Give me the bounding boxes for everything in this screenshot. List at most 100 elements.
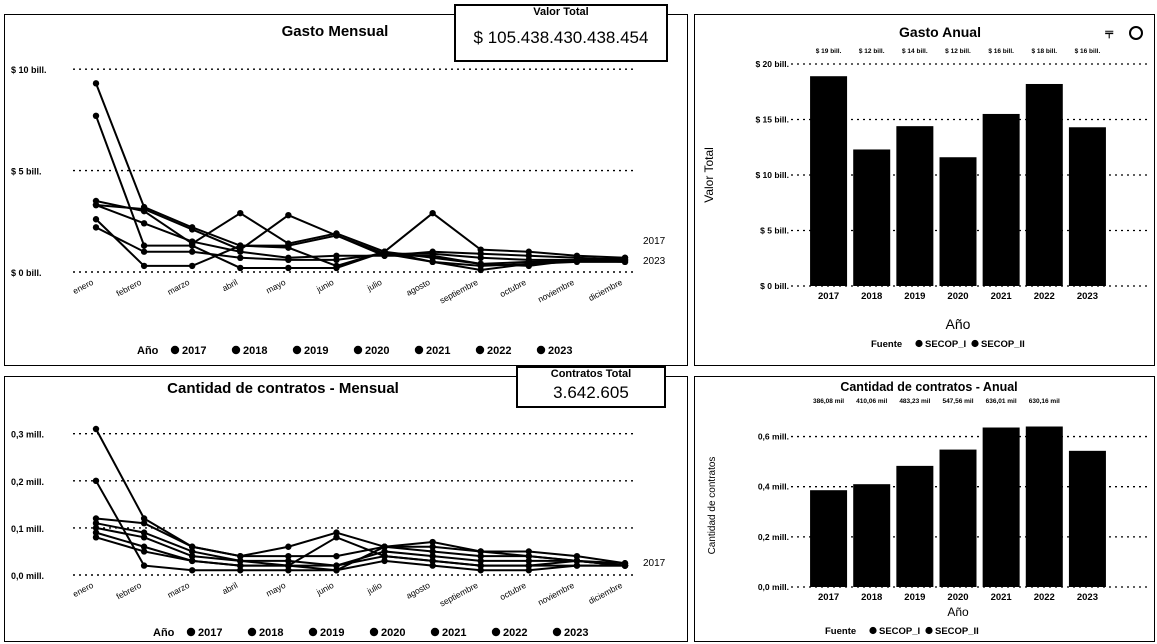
x-tick-agosto: agosto bbox=[404, 580, 431, 601]
legend-label-secop-i: SECOP_I bbox=[879, 626, 920, 637]
data-point-2021-enero bbox=[92, 524, 100, 532]
x-axis-title: Año bbox=[947, 605, 969, 619]
x-tick-2018: 2018 bbox=[861, 291, 882, 302]
y-axis-title: Cantidad de contratos bbox=[707, 457, 718, 555]
data-point-2019-marzo bbox=[188, 226, 196, 233]
y-tick-label: 0,6 mill. bbox=[758, 432, 789, 442]
x-tick-enero: enero bbox=[71, 277, 95, 296]
valor-total-card: Valor Total $ 105.438.430.438.454 bbox=[454, 4, 668, 62]
x-tick-febrero: febrero bbox=[115, 580, 144, 602]
bar-2017 bbox=[810, 490, 848, 587]
gasto-mensual-panel: Gasto Mensual $ 10 bill. $ 5 bill. $ 0 bill… bbox=[4, 14, 688, 366]
data-point-2022-junio bbox=[333, 567, 340, 574]
legend-label-2023: 2023 bbox=[548, 345, 572, 357]
series-line-2022 bbox=[95, 115, 625, 271]
y-tick-label: 0,4 mill. bbox=[758, 482, 789, 492]
legend-label-secop-i: SECOP_I bbox=[925, 339, 966, 350]
data-label-2017: $ 19 bill. bbox=[816, 48, 842, 55]
x-tick-mayo: mayo bbox=[264, 580, 287, 599]
legend-marker-2023 bbox=[536, 345, 546, 355]
data-label-2018: $ 12 bill. bbox=[859, 48, 885, 55]
series-line-2023 bbox=[95, 204, 626, 267]
data-point-2018-septiembre bbox=[477, 548, 484, 555]
x-tick-julio: julio bbox=[365, 277, 384, 294]
legend-label-2018: 2018 bbox=[243, 345, 267, 357]
legend-marker-2020 bbox=[369, 627, 379, 637]
legend-label-2020: 2020 bbox=[381, 627, 405, 639]
x-tick-2019: 2019 bbox=[904, 592, 925, 603]
data-label-2019: 483,23 mil bbox=[899, 398, 930, 405]
legend-title: Año bbox=[153, 627, 175, 639]
contratos-anual-chart: Cantidad de contratos - Anual 0,6 mill. 0,… bbox=[707, 380, 1150, 637]
data-point-2023-octubre bbox=[525, 262, 533, 270]
data-point-2017-febrero bbox=[140, 515, 148, 522]
data-point-2023-noviembre bbox=[573, 256, 581, 264]
chart-title: Cantidad de contratos - Anual bbox=[840, 380, 1017, 394]
data-point-2021-abril bbox=[237, 557, 244, 565]
y-tick-label: 0,0 mill. bbox=[758, 582, 789, 592]
data-point-2020-enero bbox=[92, 216, 100, 223]
chart-title: Gasto Mensual bbox=[282, 23, 389, 40]
data-point-2017-octubre bbox=[525, 548, 533, 555]
data-point-2023-diciembre bbox=[621, 562, 629, 569]
data-point-2023-abril bbox=[237, 562, 244, 569]
data-point-2023-marzo bbox=[188, 557, 196, 565]
data-point-2020-agosto bbox=[429, 552, 436, 560]
y-tick-label: $ 15 bill. bbox=[755, 115, 789, 125]
legend-title: Fuente bbox=[825, 626, 856, 637]
x-tick-2021: 2021 bbox=[991, 592, 1013, 603]
legend-marker-2017 bbox=[186, 627, 196, 637]
x-tick-noviembre: noviembre bbox=[536, 277, 576, 305]
valor-total-value: $ 105.438.430.438.454 bbox=[473, 28, 649, 47]
y-tick-label: $ 5 bill. bbox=[760, 226, 789, 236]
data-label-2020: $ 12 bill. bbox=[945, 48, 971, 55]
data-point-2020-abril bbox=[237, 242, 244, 249]
legend-marker-2022 bbox=[491, 627, 501, 637]
data-label-2019: $ 14 bill. bbox=[902, 48, 928, 55]
data-point-2019-marzo bbox=[188, 543, 196, 550]
legend-marker-2018 bbox=[247, 627, 257, 637]
data-point-2018-abril bbox=[237, 209, 244, 217]
x-tick-octubre: octubre bbox=[498, 580, 528, 602]
data-point-2020-octubre bbox=[525, 557, 533, 565]
data-point-2019-junio bbox=[333, 529, 340, 536]
x-tick-mayo: mayo bbox=[264, 277, 287, 296]
data-label-2020: 547,56 mil bbox=[942, 398, 973, 405]
data-point-2017-enero bbox=[92, 425, 100, 433]
y-tick-label: 0,3 mill. bbox=[11, 430, 44, 440]
bar-2021 bbox=[982, 427, 1020, 587]
legend-marker-secop-ii bbox=[971, 339, 979, 348]
series-line-2019 bbox=[95, 204, 626, 261]
data-point-2020-enero bbox=[92, 519, 100, 527]
filter-icon[interactable]: ⫧ bbox=[1105, 25, 1114, 42]
contratos-total-label: Contratos Total bbox=[550, 368, 632, 380]
data-point-2023-enero bbox=[92, 534, 100, 541]
data-point-2020-marzo bbox=[188, 262, 196, 270]
legend-marker-2023 bbox=[552, 627, 562, 637]
data-point-2023-septiembre bbox=[477, 260, 484, 268]
data-point-2019-abril bbox=[237, 552, 244, 560]
x-tick-diciembre: diciembre bbox=[587, 277, 624, 303]
data-point-2019-febrero bbox=[140, 519, 148, 527]
bar-2023 bbox=[1068, 127, 1106, 287]
x-tick-junio: junio bbox=[314, 277, 336, 295]
legend-title: Fuente bbox=[871, 339, 902, 350]
bar-2018 bbox=[853, 484, 891, 587]
data-point-2023-junio bbox=[333, 252, 340, 259]
y-tick-label: 0,1 mill. bbox=[11, 524, 44, 534]
data-point-2020-febrero bbox=[140, 262, 148, 270]
data-point-2023-agosto bbox=[429, 252, 436, 259]
data-point-2018-enero bbox=[92, 477, 100, 485]
data-point-2023-mayo bbox=[285, 562, 292, 569]
legend-marker-secop-i bbox=[915, 339, 923, 348]
data-point-2020-mayo bbox=[285, 557, 292, 565]
focus-mode-icon[interactable] bbox=[1129, 26, 1143, 40]
y-tick-label: $ 10 bill. bbox=[11, 65, 47, 75]
data-point-2021-enero bbox=[92, 224, 100, 231]
data-label-2017: 386,08 mil bbox=[813, 398, 844, 405]
legend-label-2017: 2017 bbox=[182, 345, 206, 357]
y-tick-label: 0,2 mill. bbox=[11, 477, 44, 487]
bar-2019 bbox=[896, 126, 934, 286]
legend-label-2021: 2021 bbox=[442, 627, 466, 639]
x-axis-title: Año bbox=[946, 316, 971, 332]
